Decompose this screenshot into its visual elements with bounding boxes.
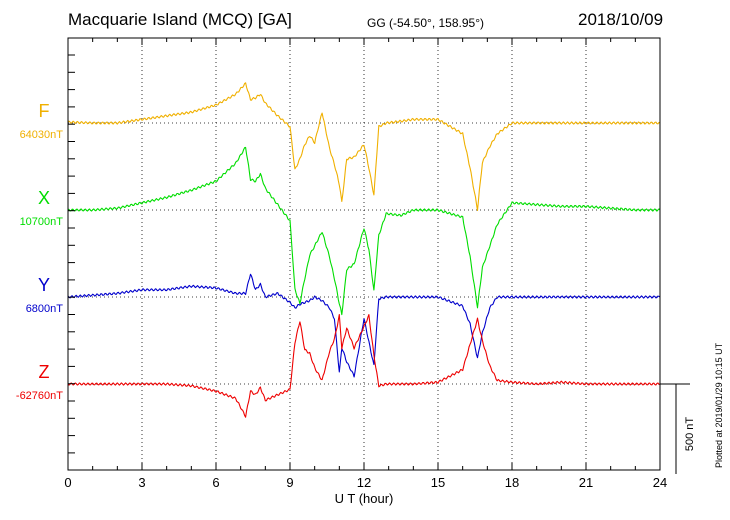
baseline-value-z: -62760nT xyxy=(16,390,63,402)
x-tick-label: 9 xyxy=(286,475,293,490)
x-tick-label: 24 xyxy=(653,475,667,490)
series-layer xyxy=(67,82,661,418)
scale-bar-label: 500 nT xyxy=(684,417,696,452)
x-tick-label: 0 xyxy=(64,475,71,490)
plotted-timestamp: Plotted at 2019/01/29 10:15 UT xyxy=(714,342,724,468)
x-tick-label: 3 xyxy=(138,475,145,490)
series-line-x xyxy=(67,146,661,316)
baseline-value-f: 64030nT xyxy=(20,129,64,141)
x-tick-label: 15 xyxy=(431,475,445,490)
label-layer: 0 3 6 9 12 15 18 21 24 F 64030nT X 10700nT Y 6800nT Z -6… xyxy=(16,101,667,490)
x-axis-label: U T (hour) xyxy=(335,491,394,506)
series-label-x: X xyxy=(38,188,50,208)
x-tick-label: 12 xyxy=(357,475,371,490)
baseline-value-y: 6800nT xyxy=(26,303,64,315)
plot-date: 2018/10/09 xyxy=(578,10,664,29)
series-label-z: Z xyxy=(39,362,50,382)
baseline-value-x: 10700nT xyxy=(20,216,64,228)
x-tick-label: 18 xyxy=(505,475,519,490)
series-line-y xyxy=(67,273,661,378)
series-line-f xyxy=(67,82,661,212)
x-tick-label: 21 xyxy=(579,475,593,490)
station-coordinates: GG (-54.50°, 158.95°) xyxy=(367,16,484,30)
grid-layer xyxy=(68,38,660,470)
tick-layer xyxy=(67,38,661,470)
scale-bar: 500 nT xyxy=(660,383,696,474)
x-tick-label: 6 xyxy=(212,475,219,490)
series-line-z xyxy=(67,313,661,418)
station-title: Macquarie Island (MCQ) [GA] xyxy=(68,10,292,29)
series-label-y: Y xyxy=(38,275,50,295)
series-label-f: F xyxy=(39,101,50,121)
